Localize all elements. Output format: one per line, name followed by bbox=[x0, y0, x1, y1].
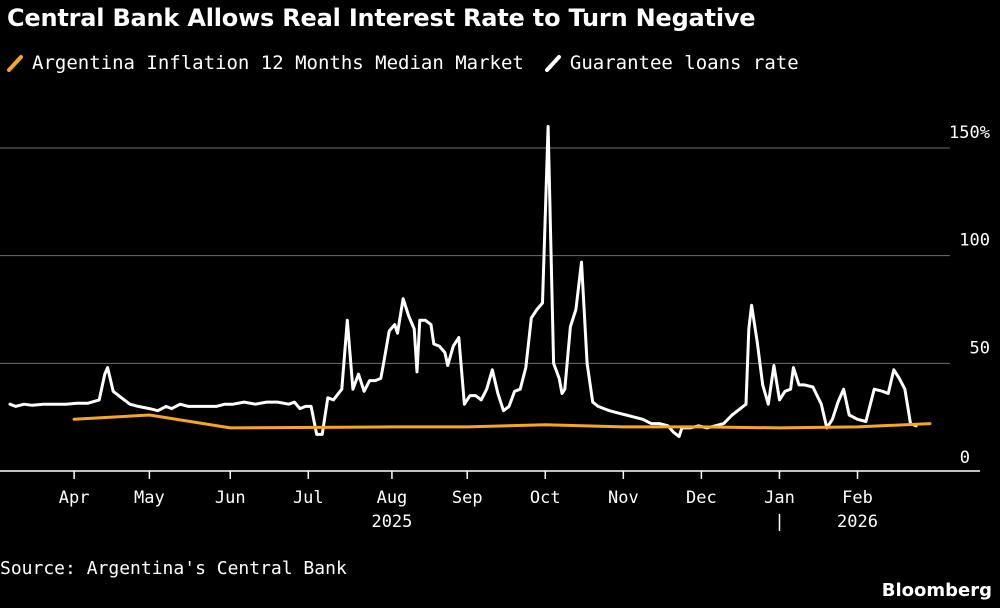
x-tick-label: Aug bbox=[377, 488, 408, 508]
x-tick-label: Jul bbox=[293, 488, 324, 508]
x-tick-label: Oct bbox=[530, 488, 561, 508]
series-line-inflation bbox=[72, 413, 932, 430]
x-tick-label: Apr bbox=[59, 488, 90, 508]
x-year-label: 2026 bbox=[837, 512, 878, 532]
series-lines bbox=[8, 125, 932, 438]
x-tick-label: Feb bbox=[842, 488, 873, 508]
x-tick-label: Dec bbox=[686, 488, 717, 508]
y-tick-label: 0 bbox=[960, 448, 970, 468]
orange-slash-icon bbox=[6, 54, 24, 72]
chart-title: Central Bank Allows Real Interest Rate t… bbox=[7, 4, 756, 32]
y-axis-ticks: 150% 100 50 0 bbox=[949, 123, 990, 468]
x-tick-label: Jan bbox=[764, 488, 795, 508]
x-axis-ticks: Apr May Jun Jul Aug Sep Oct Nov Dec Jan Feb 2025 | 20… bbox=[59, 471, 878, 532]
y-tick-label: 150% bbox=[949, 123, 990, 143]
legend: Argentina Inflation 12 Months Median Mar… bbox=[6, 50, 819, 76]
x-tick-label: Jun bbox=[215, 488, 246, 508]
series-line-loans-rate bbox=[8, 125, 918, 438]
x-year-label: | bbox=[774, 512, 784, 532]
legend-label-loans-rate: Guarantee loans rate bbox=[569, 52, 799, 74]
x-tick-label: Nov bbox=[608, 488, 639, 508]
y-tick-label: 50 bbox=[970, 338, 990, 358]
legend-label-inflation: Argentina Inflation 12 Months Median Mar… bbox=[32, 52, 524, 74]
x-tick-label: May bbox=[134, 488, 165, 508]
x-tick-label: Sep bbox=[452, 488, 483, 508]
x-year-label: 2025 bbox=[371, 512, 412, 532]
bloomberg-logo: Bloomberg bbox=[881, 580, 992, 601]
legend-item-inflation: Argentina Inflation 12 Months Median Mar… bbox=[6, 52, 524, 74]
legend-item-loans-rate: Guarantee loans rate bbox=[544, 52, 799, 74]
source-note: Source: Argentina's Central Bank bbox=[0, 558, 347, 579]
grid-lines bbox=[0, 147, 980, 472]
y-tick-label: 100 bbox=[959, 231, 990, 251]
white-slash-icon bbox=[544, 54, 562, 72]
